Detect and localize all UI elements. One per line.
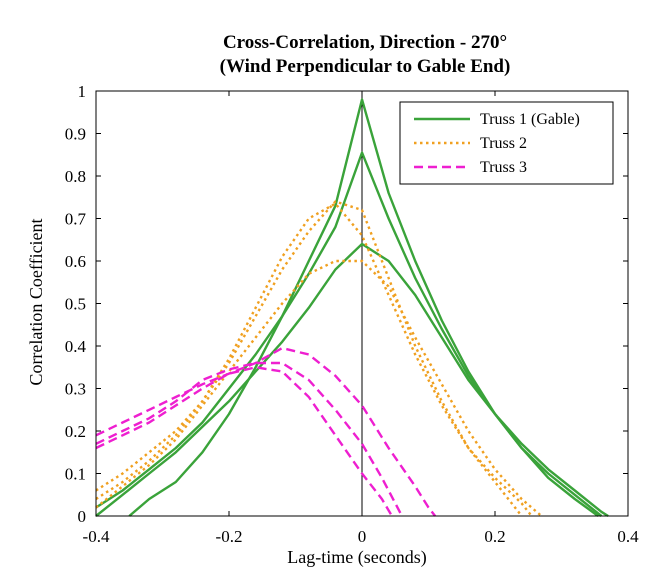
y-tick-label: 0.9 bbox=[65, 125, 86, 144]
y-tick-label: 0.8 bbox=[65, 167, 86, 186]
legend-box bbox=[399, 101, 614, 185]
series-line-truss-3-9 bbox=[95, 366, 393, 517]
y-tick-label: 0.7 bbox=[65, 210, 87, 229]
legend-entry-label: Truss 1 (Gable) bbox=[480, 111, 580, 128]
y-tick-label: 0.3 bbox=[65, 380, 86, 399]
series-line-truss-2-5 bbox=[95, 202, 533, 517]
chart-subtitle: (Wind Perpendicular to Gable End) bbox=[220, 56, 511, 77]
x-tick-label: 0 bbox=[358, 527, 367, 546]
x-tick-label: -0.4 bbox=[83, 527, 110, 546]
y-tick-label: 0.6 bbox=[65, 252, 86, 271]
x-tick-label: -0.2 bbox=[216, 527, 243, 546]
y-axis-label: Correlation Coefficient bbox=[26, 218, 46, 385]
y-tick-label: 0.5 bbox=[65, 295, 86, 314]
series-line-truss-2-4 bbox=[95, 200, 523, 517]
y-tick-label: 0.4 bbox=[65, 337, 87, 356]
legend-entry-label: Truss 3 bbox=[480, 159, 527, 176]
y-tick-label: 0.1 bbox=[65, 465, 86, 484]
x-axis-label: Lag-time (seconds) bbox=[287, 547, 426, 568]
legend-entry-label: Truss 2 bbox=[480, 135, 527, 152]
series-line-truss-1-gable-2 bbox=[95, 151, 603, 517]
series-line-truss-1-gable-3 bbox=[95, 242, 609, 518]
x-axis-ticks: -0.4 -0.2 0 0.2 0.4 bbox=[83, 91, 639, 546]
series-line-truss-3-8 bbox=[95, 361, 403, 517]
y-tick-label: 1 bbox=[78, 82, 87, 101]
series-line-truss-2-6 bbox=[95, 259, 543, 517]
x-tick-label: 0.2 bbox=[484, 527, 505, 546]
x-tick-label: 0.4 bbox=[617, 527, 639, 546]
y-axis-ticks: 0 0.1 0.2 0.3 0.4 0.5 0.6 0.7 0.8 0.9 1 bbox=[65, 82, 628, 526]
y-tick-label: 0 bbox=[78, 507, 87, 526]
chart-title: Cross-Correlation, Direction - 270° bbox=[223, 32, 507, 53]
legend: Truss 1 (Gable) Truss 2 Truss 3 bbox=[399, 101, 614, 185]
y-tick-label: 0.2 bbox=[65, 422, 86, 441]
series-layer bbox=[95, 98, 609, 518]
